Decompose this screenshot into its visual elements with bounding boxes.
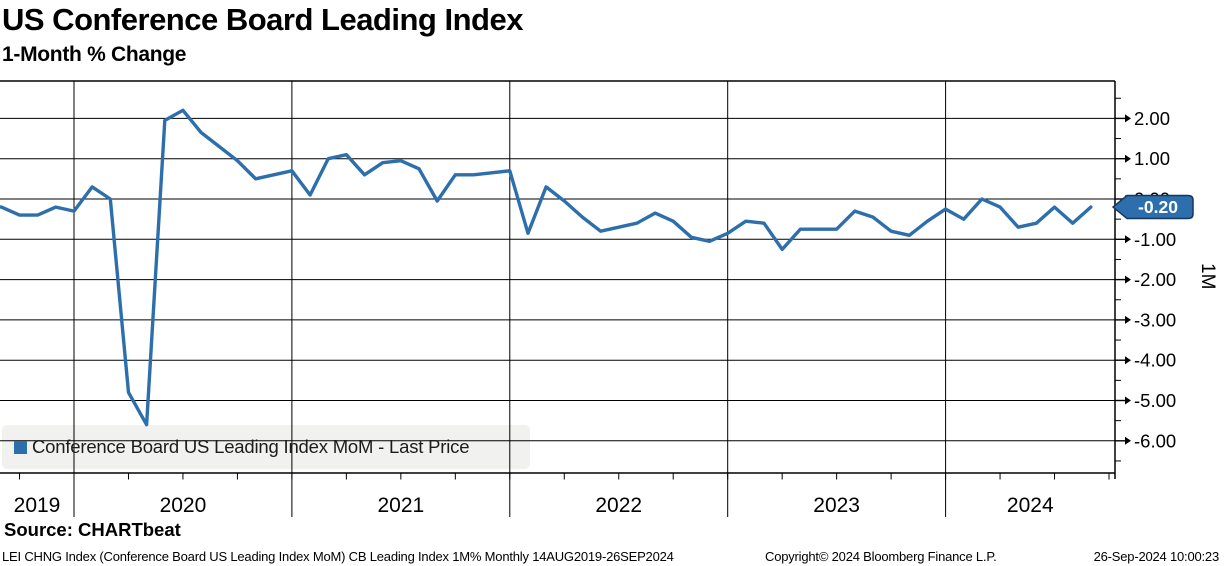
y-tick-arrow-icon: [1125, 235, 1131, 244]
footer-copyright: Copyright© 2024 Bloomberg Finance L.P.: [765, 549, 997, 564]
y-tick-label: -4.00: [1134, 350, 1176, 371]
x-tick-label: 2019: [14, 494, 61, 517]
right-axis-period-label: 1M: [1197, 262, 1218, 290]
y-tick-label: -3.00: [1134, 309, 1176, 330]
source-label: Source: CHARTbeat: [4, 519, 181, 540]
last-price-flag-shape: [1111, 194, 1194, 220]
y-tick-label: 1.00: [1134, 148, 1170, 169]
legend-swatch-icon: [14, 440, 27, 454]
x-tick-label: 2021: [377, 494, 424, 517]
y-tick-arrow-icon: [1125, 396, 1131, 405]
y-tick-arrow-icon: [1125, 356, 1131, 365]
y-tick-arrow-icon: [1125, 154, 1131, 163]
footer-timestamp: 26-Sep-2024 10:00:23: [1093, 549, 1220, 564]
y-tick-arrow-icon: [1125, 315, 1131, 324]
legend-label: Conference Board US Leading Index MoM - …: [32, 436, 470, 457]
y-tick-arrow-icon: [1125, 275, 1131, 284]
last-price-flag: -0.20: [1138, 196, 1178, 217]
chart-title: US Conference Board Leading Index: [2, 2, 523, 37]
footer-description: LEI CHNG Index (Conference Board US Lead…: [2, 549, 674, 564]
chart-subtitle: 1-Month % Change: [2, 43, 187, 66]
y-tick-label: -5.00: [1134, 390, 1176, 411]
y-tick-label: 2.00: [1134, 108, 1170, 129]
series-line: [0, 108, 1093, 427]
y-tick-arrow-icon: [1125, 436, 1131, 445]
x-tick-label: 2024: [1007, 494, 1054, 517]
x-tick-label: 2020: [160, 494, 207, 517]
y-tick-label: -1.00: [1134, 229, 1176, 250]
x-tick-label: 2022: [595, 494, 642, 517]
legend-item[interactable]: Conference Board US Leading Index MoM - …: [2, 425, 530, 469]
x-tick-label: 2023: [813, 494, 860, 517]
y-tick-arrow-icon: [1125, 114, 1131, 123]
y-tick-label: -6.00: [1134, 430, 1176, 451]
legend-background: [2, 425, 530, 469]
y-tick-label: -2.00: [1134, 269, 1176, 290]
